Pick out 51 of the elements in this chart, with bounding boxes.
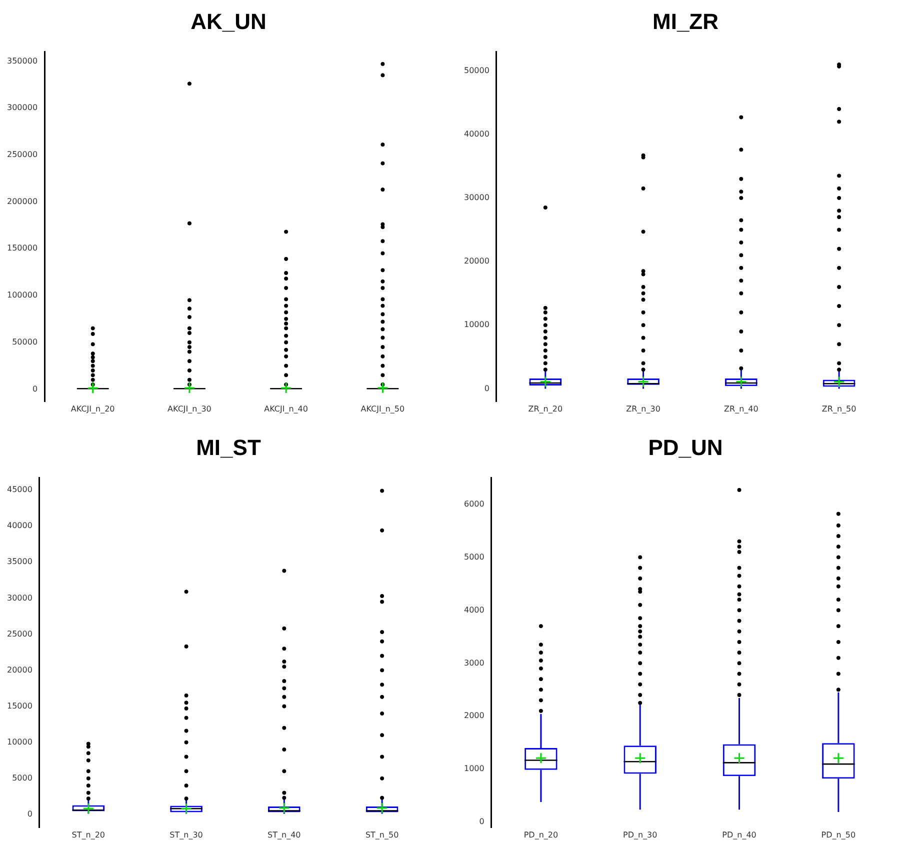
x-tick-label: ST_n_30	[170, 830, 203, 840]
y-tick-label: 50000	[12, 337, 38, 346]
y-tick-label: 35000	[6, 557, 32, 566]
chart-title: MI_ZR	[652, 8, 720, 36]
y-tick-label: 0	[27, 810, 32, 819]
y-tick-label: 25000	[6, 629, 32, 638]
y-tick-label: 10000	[6, 737, 32, 746]
x-tick-label: ZR_n_50	[822, 404, 856, 414]
y-tick-label: 5000	[464, 552, 484, 562]
y-tick-label: 40000	[464, 130, 490, 139]
y-tick-label: 1000	[464, 764, 484, 774]
y-tick-label: 0	[484, 384, 490, 393]
x-tick-label: ST_n_20	[72, 830, 105, 840]
y-tick-label: 150000	[6, 244, 38, 253]
y-tick-label: 250000	[6, 150, 38, 159]
chart-title: AK_UN	[190, 8, 268, 36]
y-tick-label: 100000	[6, 290, 38, 300]
x-tick-label: PD_n_50	[821, 830, 856, 840]
chart-title: MI_ST	[195, 434, 262, 462]
y-tick-label: 3000	[464, 658, 484, 668]
x-tick-label: ZR_n_20	[528, 404, 563, 414]
x-tick-label: ST_n_40	[268, 830, 301, 840]
y-tick-label: 0	[32, 384, 38, 394]
y-tick-label: 6000	[464, 499, 484, 508]
y-tick-label: 0	[479, 817, 484, 826]
x-tick-label: AKCJI_n_30	[168, 404, 212, 414]
x-tick-label: PD_n_30	[622, 830, 658, 840]
x-tick-label: AKCJI_n_40	[264, 404, 308, 414]
y-tick-label: 10000	[464, 320, 490, 330]
y-tick-label: 4000	[464, 605, 484, 614]
x-tick-label: PD_n_40	[722, 830, 756, 840]
y-tick-label: 200000	[6, 196, 38, 206]
x-tick-label: ZR_n_40	[724, 404, 758, 414]
y-tick-label: 15000	[6, 701, 32, 710]
y-tick-label: 20000	[464, 256, 490, 266]
y-tick-label: 350000	[6, 56, 38, 66]
y-tick-label: 5000	[12, 773, 32, 782]
chart-title: PD_UN	[647, 434, 724, 462]
y-tick-label: 40000	[6, 521, 32, 530]
y-tick-label: 2000	[464, 711, 484, 720]
y-tick-label: 45000	[6, 485, 32, 494]
y-tick-label: 20000	[6, 665, 32, 674]
x-tick-label: AKCJI_n_20	[70, 404, 115, 414]
y-tick-label: 50000	[464, 66, 490, 75]
x-tick-label: PD_n_20	[524, 830, 558, 840]
x-tick-label: ST_n_50	[365, 830, 399, 840]
y-tick-label: 30000	[464, 193, 490, 202]
x-tick-label: ZR_n_30	[626, 404, 660, 414]
y-tick-label: 30000	[6, 593, 32, 602]
y-tick-label: 300000	[6, 103, 38, 112]
x-tick-label: AKCJI_n_50	[360, 404, 405, 414]
